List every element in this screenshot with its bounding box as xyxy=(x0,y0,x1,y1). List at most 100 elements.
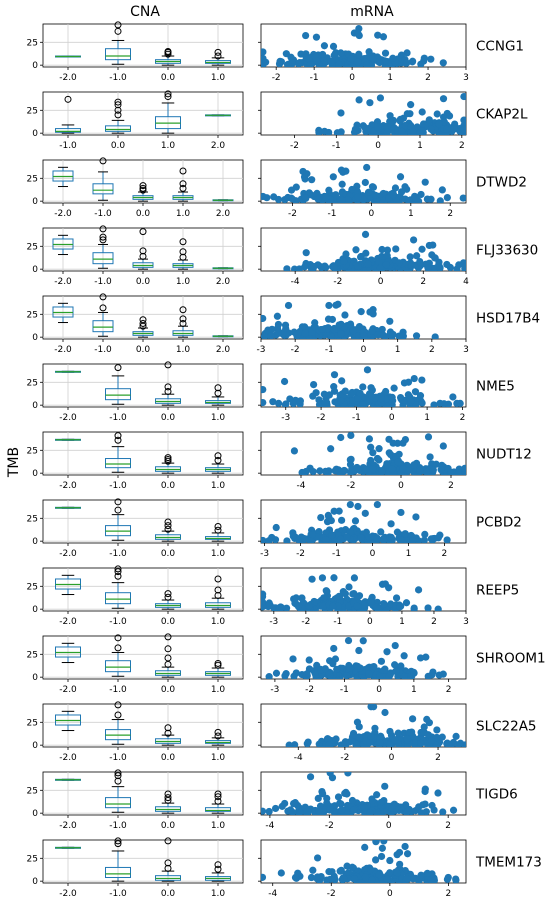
outlier xyxy=(139,247,147,255)
mrna-x-tick-label: 4 xyxy=(463,277,469,287)
scatter-point xyxy=(261,807,267,815)
outlier xyxy=(139,184,147,192)
cna-box-1.0 xyxy=(172,306,194,338)
scatter-point xyxy=(402,599,411,607)
cna-box-0.0 xyxy=(155,790,181,814)
cna-x-tick-label: 0.0 xyxy=(161,753,176,763)
cna-box-0.0 xyxy=(132,228,154,270)
mrna-x-tick-label: -1 xyxy=(325,345,334,355)
scatter-point xyxy=(380,600,388,608)
scatter-point xyxy=(383,875,391,883)
cna-x-tick-label: 0.0 xyxy=(161,549,176,559)
cna-box-1.0 xyxy=(205,452,231,474)
gene-label-hsd17b4: HSD17B4 xyxy=(476,311,540,327)
scatter-point xyxy=(369,449,377,457)
scatter-point xyxy=(315,807,323,815)
mrna-scatter-points xyxy=(315,92,466,135)
scatter-point xyxy=(427,55,435,63)
cna-x-tick-label: 0.0 xyxy=(136,345,151,355)
scatter-point xyxy=(401,183,409,191)
col-title-cna: CNA xyxy=(130,4,160,20)
scatter-point xyxy=(377,852,386,861)
mrna-x-tick-label: 0 xyxy=(369,209,375,219)
gene-row-dtwd2: 0 25 -2.0 -1.0 0.0 1.0 2.0 -2 -1 0 1 2 DTWD2 xyxy=(27,157,527,219)
outlier xyxy=(139,182,147,190)
scatter-point xyxy=(333,665,341,673)
cna-y-tick-label: 25 xyxy=(27,582,38,592)
cna-x-tick-label: -1.0 xyxy=(59,141,77,151)
scatter-point xyxy=(348,796,357,805)
outlier xyxy=(164,454,172,462)
outlier xyxy=(139,252,147,260)
scatter-point xyxy=(366,809,374,815)
scatter-point xyxy=(272,523,280,532)
scatter-point xyxy=(340,874,348,883)
scatter-point xyxy=(359,637,367,645)
scatter-point xyxy=(406,253,414,261)
iqr-box xyxy=(105,866,131,879)
scatter-point xyxy=(334,602,342,610)
outlier xyxy=(139,228,147,236)
mrna-x-tick-label: 1 xyxy=(395,345,401,355)
cna-x-tick-label: 2.0 xyxy=(211,141,226,151)
scatter-point xyxy=(337,166,346,174)
scatter-point xyxy=(314,794,322,803)
scatter-point xyxy=(288,58,296,66)
mrna-x-tick-label: 2 xyxy=(459,141,465,151)
gene-label-ccng1: CCNG1 xyxy=(476,39,524,55)
scatter-point xyxy=(331,875,339,883)
mrna-x-tick-label: -1 xyxy=(333,617,342,627)
mrna-x-tick-label: -2 xyxy=(325,821,334,831)
scatter-point xyxy=(361,843,369,851)
scatter-point xyxy=(334,793,343,801)
cna-x-tick-label: 1.0 xyxy=(161,141,176,151)
cna-y-tick-label: 25 xyxy=(27,786,38,796)
scatter-point xyxy=(347,455,355,463)
y-axis-label: TMB xyxy=(6,447,22,478)
scatter-point xyxy=(290,447,299,455)
scatter-point xyxy=(326,772,334,777)
cna-box--2.0 xyxy=(55,778,81,781)
scatter-point xyxy=(389,54,397,62)
gene-row-pcbd2: 0 25 -2.0 -1.0 0.0 1.0 -3 -2 -1 0 1 2 PCBD2 xyxy=(27,498,522,559)
mrna-x-tick-label: -2 xyxy=(291,345,300,355)
scatter-point xyxy=(365,188,374,196)
scatter-point xyxy=(369,183,378,191)
scatter-point xyxy=(402,536,410,543)
mrna-x-tick-label: 2 xyxy=(431,617,437,627)
scatter-point xyxy=(337,109,345,117)
cna-box--2.0 xyxy=(52,166,74,188)
scatter-point xyxy=(336,799,344,807)
mrna-scatter-points xyxy=(265,636,447,679)
outlier xyxy=(139,319,147,327)
mrna-scatter-points xyxy=(261,163,466,203)
iqr-box xyxy=(105,797,131,809)
scatter-point xyxy=(318,790,327,798)
scatter-point xyxy=(383,252,391,260)
cna-box--1.0 xyxy=(92,225,114,269)
scatter-point xyxy=(343,672,351,679)
cna-x-tick-label: -2.0 xyxy=(54,345,72,355)
scatter-point xyxy=(302,249,310,257)
iqr-box xyxy=(105,660,131,673)
iqr-box xyxy=(92,183,114,195)
outlier xyxy=(164,864,172,872)
scatter-point xyxy=(418,245,426,253)
scatter-point xyxy=(347,432,355,440)
scatter-point xyxy=(400,652,408,660)
iqr-box xyxy=(55,128,81,133)
scatter-point xyxy=(281,401,290,407)
cna-y-tick-label: 25 xyxy=(27,854,38,864)
outlier xyxy=(214,389,222,397)
scatter-point xyxy=(283,265,291,271)
cna-box--1.0 xyxy=(105,21,131,65)
iqr-box xyxy=(205,807,231,812)
scatter-point xyxy=(411,194,419,203)
scatter-point xyxy=(353,463,361,472)
cna-y-tick-label: 25 xyxy=(27,378,38,388)
scatter-point xyxy=(261,590,267,598)
outlier xyxy=(164,724,172,732)
scatter-point xyxy=(363,61,371,67)
scatter-point xyxy=(261,48,267,56)
mrna-x-tick-label: -3 xyxy=(281,413,290,423)
